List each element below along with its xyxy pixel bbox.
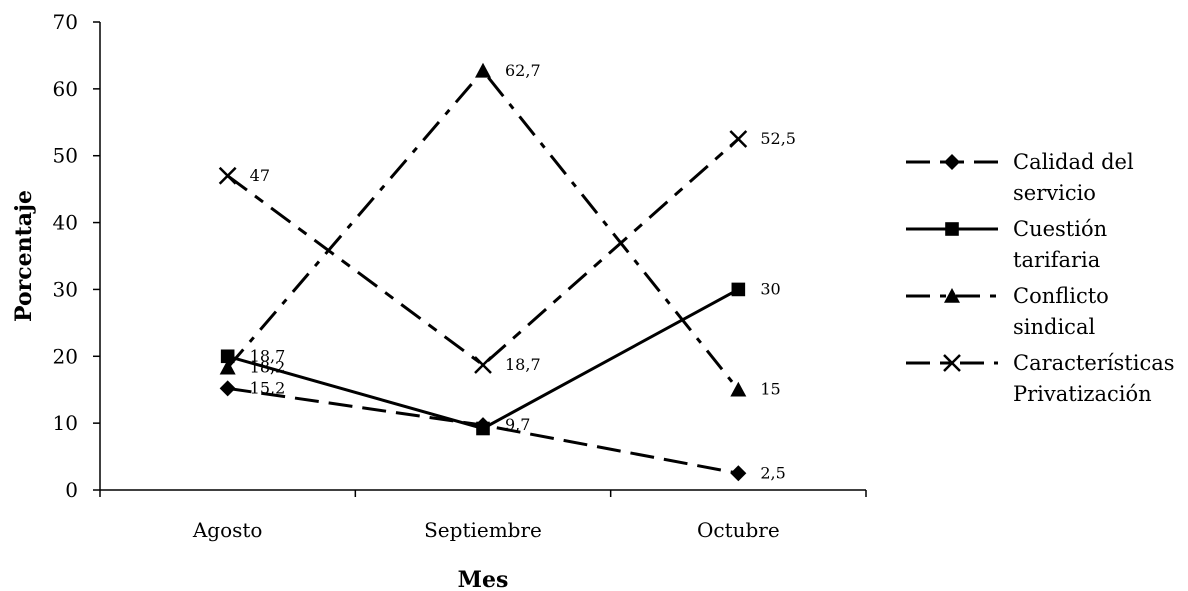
series-line <box>226 68 740 391</box>
data-label: 18,2 <box>250 358 286 377</box>
square-marker <box>945 222 959 236</box>
y-tick-label: 30 <box>53 277 78 301</box>
legend-label: tarifaria <box>1013 248 1100 272</box>
square-marker <box>731 282 746 297</box>
legend-label: Calidad del <box>1013 150 1134 174</box>
x-marker-stroke <box>474 356 492 374</box>
legend: Calidad del servicio Cuestión tarifaria Conf… <box>906 150 1175 406</box>
series-line <box>226 137 740 367</box>
legend-label: Cuestión <box>1013 217 1107 241</box>
legend-label: sindical <box>1013 315 1095 339</box>
legend-label: Conflicto <box>1013 284 1109 308</box>
data-label: 30 <box>760 279 780 298</box>
data-label: 2,5 <box>760 463 785 482</box>
y-tick-label: 20 <box>53 344 78 368</box>
data-label: 15 <box>760 380 780 399</box>
data-label: 15,2 <box>250 378 286 397</box>
x-marker <box>218 166 237 185</box>
x-tick-label: Octubre <box>697 518 780 542</box>
diamond-marker <box>219 380 236 397</box>
x-tick-label: Agosto <box>192 518 263 542</box>
legend-item: Calidad del servicio <box>906 150 1134 205</box>
x-tick-label: Septiembre <box>424 518 542 542</box>
y-axis-ticks: 0 10 20 30 40 50 60 70 <box>53 10 100 502</box>
square-marker <box>220 349 235 364</box>
triangle-marker <box>475 62 491 78</box>
diamond-marker <box>730 465 747 482</box>
legend-label: Privatización <box>1013 382 1152 406</box>
y-tick-label: 10 <box>53 411 78 435</box>
data-label: 9,7 <box>505 415 530 434</box>
x-marker <box>943 354 961 372</box>
x-marker <box>474 356 492 374</box>
y-tick-label: 70 <box>53 10 78 34</box>
y-tick-label: 50 <box>53 144 78 168</box>
x-axis-title: Mes <box>458 567 509 591</box>
legend-item: Cuestión tarifaria <box>906 217 1107 272</box>
series-layer <box>218 62 748 482</box>
legend-label: Características <box>1013 351 1175 375</box>
data-labels: 15,2 9,7 2,5 18,7 30 18,2 62,7 15 47 18,7 52,5 <box>250 61 796 482</box>
legend-item: Características Privatización <box>906 351 1175 406</box>
data-label: 18,7 <box>250 346 286 365</box>
x-marker-stroke <box>729 130 748 148</box>
data-label: 47 <box>250 166 270 185</box>
y-tick-label: 40 <box>53 211 78 235</box>
x-marker <box>729 130 748 148</box>
square-marker <box>476 421 490 436</box>
data-label: 52,5 <box>760 129 796 148</box>
y-tick-label: 60 <box>53 77 78 101</box>
series-line <box>227 288 740 431</box>
y-tick-label: 0 <box>65 478 78 502</box>
triangle-marker <box>219 359 236 375</box>
x-marker-stroke <box>218 166 237 185</box>
triangle-marker <box>944 288 960 303</box>
legend-label: servicio <box>1013 181 1096 205</box>
x-marker-stroke <box>943 354 961 372</box>
y-axis-title: Porcentaje <box>11 190 37 322</box>
x-axis-ticks: Agosto Septiembre Octubre <box>99 490 867 542</box>
triangle-marker <box>730 381 747 397</box>
diamond-marker <box>944 154 960 170</box>
data-label: 18,7 <box>505 355 541 374</box>
data-label: 62,7 <box>505 61 541 80</box>
legend-item: Conflicto sindical <box>906 284 1109 339</box>
